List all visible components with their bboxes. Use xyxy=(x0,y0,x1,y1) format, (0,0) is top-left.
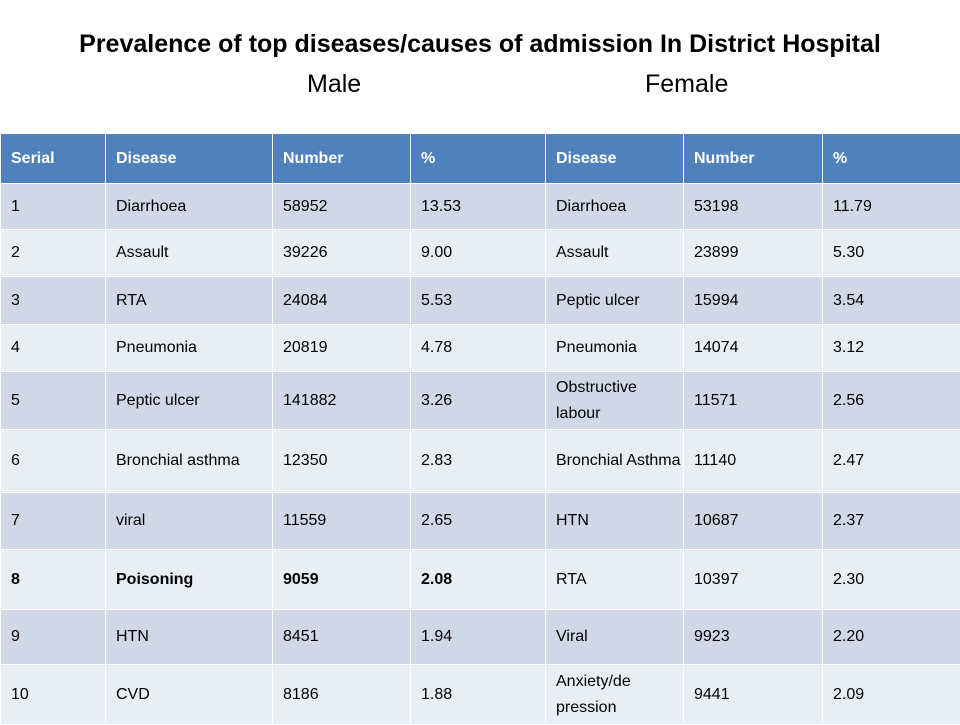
table-cell: 15994 xyxy=(684,277,823,325)
table-cell: Assault xyxy=(546,230,684,277)
table-cell: 2.08 xyxy=(411,550,546,610)
table-cell: Assault xyxy=(106,230,273,277)
table-cell: 7 xyxy=(1,493,106,550)
table-cell: 1 xyxy=(1,184,106,230)
table-cell: Pneumonia xyxy=(546,325,684,372)
table-cell: 4 xyxy=(1,325,106,372)
table-cell: 5 xyxy=(1,372,106,430)
table-cell: 12350 xyxy=(273,430,411,493)
column-header: Serial xyxy=(1,134,106,184)
table-cell: 1.94 xyxy=(411,610,546,665)
table-cell: RTA xyxy=(106,277,273,325)
table-cell: 9059 xyxy=(273,550,411,610)
table-cell: 8186 xyxy=(273,665,411,725)
table-cell: 2.37 xyxy=(823,493,960,550)
table-cell: 20819 xyxy=(273,325,411,372)
table-cell: Diarrhoea xyxy=(546,184,684,230)
table-cell: 39226 xyxy=(273,230,411,277)
table-cell: 9 xyxy=(1,610,106,665)
table-cell: 1.88 xyxy=(411,665,546,725)
table-cell: 3 xyxy=(1,277,106,325)
table-cell: 9.00 xyxy=(411,230,546,277)
table-cell: Bronchial asthma xyxy=(106,430,273,493)
table-cell: 8451 xyxy=(273,610,411,665)
subtitle-female: Female xyxy=(645,70,728,99)
table-cell: Peptic ulcer xyxy=(106,372,273,430)
table-cell: 2.47 xyxy=(823,430,960,493)
table-cell: 11571 xyxy=(684,372,823,430)
column-header: % xyxy=(823,134,960,184)
table-cell: 10687 xyxy=(684,493,823,550)
table-cell: 10397 xyxy=(684,550,823,610)
table-cell: Poisoning xyxy=(106,550,273,610)
table-cell: 58952 xyxy=(273,184,411,230)
table-cell: 2.65 xyxy=(411,493,546,550)
table-cell: Bronchial Asthma xyxy=(546,430,684,493)
table-cell: 3.12 xyxy=(823,325,960,372)
table-cell: 5.30 xyxy=(823,230,960,277)
table-cell: 2.20 xyxy=(823,610,960,665)
table-cell: 2 xyxy=(1,230,106,277)
column-header: Number xyxy=(684,134,823,184)
table-cell: 5.53 xyxy=(411,277,546,325)
table-cell: 2.56 xyxy=(823,372,960,430)
column-header: Number xyxy=(273,134,411,184)
table-cell: Pneumonia xyxy=(106,325,273,372)
table-cell: Viral xyxy=(546,610,684,665)
table-cell: 23899 xyxy=(684,230,823,277)
table-cell: 8 xyxy=(1,550,106,610)
table-cell: Peptic ulcer xyxy=(546,277,684,325)
table-cell: 14074 xyxy=(684,325,823,372)
table-cell: 3.54 xyxy=(823,277,960,325)
table-cell: Obstructive labour xyxy=(546,372,684,430)
column-header: Disease xyxy=(106,134,273,184)
title: Prevalence of top diseases/causes of adm… xyxy=(0,30,960,59)
table-cell: 3.26 xyxy=(411,372,546,430)
table-cell: 2.83 xyxy=(411,430,546,493)
table-cell: 13.53 xyxy=(411,184,546,230)
table-cell: 2.09 xyxy=(823,665,960,725)
table-cell: Anxiety/de pression xyxy=(546,665,684,725)
subtitle-male: Male xyxy=(307,70,361,99)
table-cell: Diarrhoea xyxy=(106,184,273,230)
table-cell: 10 xyxy=(1,665,106,725)
table-cell: 9441 xyxy=(684,665,823,725)
table-cell: 11559 xyxy=(273,493,411,550)
table-cell: 6 xyxy=(1,430,106,493)
table-cell: HTN xyxy=(106,610,273,665)
table-cell: 11140 xyxy=(684,430,823,493)
table-cell: 11.79 xyxy=(823,184,960,230)
column-header: Disease xyxy=(546,134,684,184)
table-cell: 24084 xyxy=(273,277,411,325)
table-cell: CVD xyxy=(106,665,273,725)
table-cell: 2.30 xyxy=(823,550,960,610)
column-header: % xyxy=(411,134,546,184)
table-cell: 53198 xyxy=(684,184,823,230)
table-cell: HTN xyxy=(546,493,684,550)
table-cell: RTA xyxy=(546,550,684,610)
table-cell: 9923 xyxy=(684,610,823,665)
table-cell: viral xyxy=(106,493,273,550)
table-cell: 141882 xyxy=(273,372,411,430)
table-cell: 4.78 xyxy=(411,325,546,372)
